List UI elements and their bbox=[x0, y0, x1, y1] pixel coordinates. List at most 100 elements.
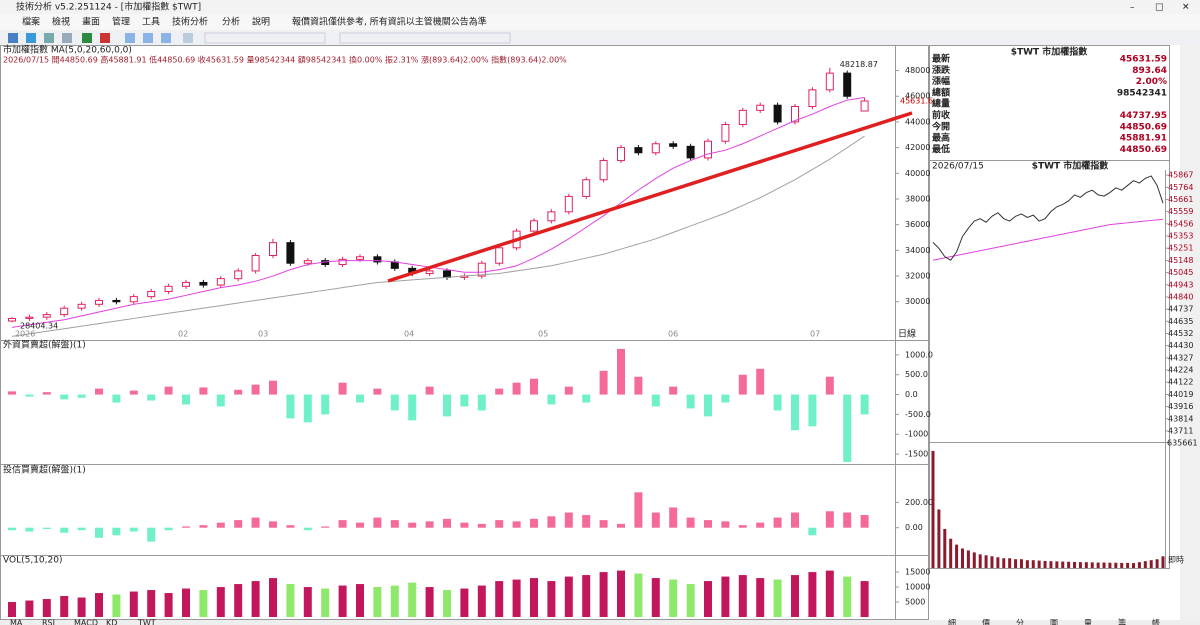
quote-label: 今開 bbox=[931, 120, 950, 132]
menu-item[interactable]: 管理 bbox=[112, 16, 130, 28]
tab[interactable]: KD bbox=[106, 619, 117, 625]
tool[interactable] bbox=[8, 33, 18, 43]
candle-body bbox=[129, 296, 138, 303]
bar bbox=[773, 517, 782, 528]
draw-tools[interactable] bbox=[204, 32, 326, 44]
bar bbox=[825, 376, 834, 395]
volume-bar bbox=[234, 584, 243, 617]
maximize[interactable]: □ bbox=[1155, 3, 1164, 13]
title-bar bbox=[0, 0, 1200, 14]
volume-bar bbox=[721, 576, 730, 617]
right-tab[interactable]: 圖 bbox=[1050, 619, 1058, 625]
tool[interactable] bbox=[44, 33, 54, 43]
candle-body bbox=[634, 147, 643, 154]
volume-bar bbox=[338, 585, 347, 617]
intraday-volume-bar bbox=[1137, 562, 1141, 568]
tab[interactable]: MA bbox=[10, 619, 23, 625]
candle-body bbox=[338, 258, 347, 265]
tool[interactable] bbox=[26, 33, 36, 43]
quote-label: 最高 bbox=[932, 132, 950, 144]
bar bbox=[860, 394, 869, 415]
tool[interactable] bbox=[125, 33, 135, 43]
menu-item[interactable]: 工具 bbox=[142, 17, 160, 28]
bar bbox=[251, 384, 260, 395]
volume-bar bbox=[112, 594, 121, 617]
intraday-volume-bar bbox=[960, 548, 964, 568]
intraday-volume-bar bbox=[1037, 560, 1041, 568]
bar bbox=[704, 520, 712, 528]
volume-bar bbox=[129, 591, 138, 617]
volume-bar bbox=[390, 585, 399, 617]
tool[interactable] bbox=[82, 33, 92, 43]
candle-body bbox=[825, 72, 834, 91]
menu-item[interactable]: 檔案 bbox=[22, 16, 40, 28]
right-tab[interactable]: 細 bbox=[948, 618, 956, 625]
tool[interactable] bbox=[62, 33, 72, 43]
y-tick-label: 46000 bbox=[905, 92, 930, 101]
y-tick-label: 40000 bbox=[905, 169, 930, 178]
menu-item[interactable]: 分析 bbox=[222, 16, 240, 28]
bar bbox=[651, 394, 660, 407]
tab[interactable]: MACD bbox=[74, 619, 98, 625]
bar bbox=[599, 520, 608, 528]
bar bbox=[373, 517, 382, 528]
intraday-volume-bar bbox=[1090, 562, 1094, 568]
bar bbox=[269, 380, 277, 395]
volume-bar bbox=[8, 602, 16, 617]
bar bbox=[547, 394, 556, 405]
candle-body bbox=[182, 281, 190, 287]
menu-item[interactable]: 畫面 bbox=[82, 16, 100, 28]
candle-body bbox=[251, 255, 260, 272]
shape-tools[interactable] bbox=[339, 32, 511, 44]
candle-body bbox=[599, 159, 608, 181]
bar bbox=[791, 394, 799, 431]
y-tick-label: -500.0 bbox=[905, 410, 931, 419]
scrollbar[interactable] bbox=[1180, 45, 1200, 620]
minimize[interactable]: – bbox=[1130, 3, 1135, 13]
volume-bar bbox=[408, 582, 417, 617]
quote-label: 最低 bbox=[932, 143, 950, 155]
candle-body bbox=[721, 123, 730, 142]
tool[interactable] bbox=[100, 33, 110, 43]
menu-item[interactable]: 技術分析 bbox=[172, 16, 208, 28]
trend-line bbox=[387, 111, 913, 283]
tab[interactable]: RSI bbox=[42, 619, 55, 625]
bar bbox=[321, 394, 330, 415]
candle-body bbox=[60, 307, 69, 316]
right-tab[interactable]: 帳 bbox=[1152, 618, 1160, 625]
close[interactable]: ✕ bbox=[1182, 3, 1190, 13]
quote-label: 最新 bbox=[932, 53, 950, 65]
intraday-volume-bar bbox=[1025, 560, 1029, 568]
volume-bar bbox=[269, 578, 277, 617]
tool[interactable] bbox=[161, 33, 171, 43]
y-tick-label: 15000 bbox=[905, 568, 930, 577]
tool[interactable] bbox=[183, 33, 193, 43]
bar bbox=[216, 394, 225, 407]
y-tick-label: 44000 bbox=[905, 117, 930, 126]
bar bbox=[443, 518, 451, 528]
notice: 報價資訊僅供參考, 所有資訊以主管機關公告為準 bbox=[292, 16, 487, 28]
tool[interactable] bbox=[143, 33, 153, 43]
right-tab[interactable]: 籌 bbox=[1118, 618, 1126, 625]
intraday-tick-label: 45045 bbox=[1168, 268, 1193, 277]
intraday-volume-bar bbox=[1161, 556, 1165, 568]
menu-item[interactable]: 檢視 bbox=[52, 16, 70, 28]
candle-body bbox=[669, 143, 678, 147]
intraday-volume-bar bbox=[1061, 561, 1065, 568]
right-tab[interactable]: 價 bbox=[982, 619, 990, 625]
bar bbox=[216, 522, 225, 528]
volume-bar bbox=[756, 578, 765, 617]
menu-item[interactable]: 說明 bbox=[252, 16, 270, 28]
candle-body bbox=[425, 270, 434, 274]
tab[interactable]: TWT bbox=[137, 619, 156, 625]
x-tick-label: 05 bbox=[538, 330, 548, 339]
right-tab[interactable]: 分 bbox=[1016, 619, 1024, 625]
bar bbox=[530, 518, 538, 528]
bar bbox=[564, 512, 573, 528]
right-tab[interactable]: 量 bbox=[1084, 619, 1092, 625]
intraday-time: 即時 bbox=[1168, 556, 1184, 565]
candle-body bbox=[216, 278, 225, 286]
intraday-volume-bar bbox=[931, 450, 935, 568]
bar bbox=[338, 520, 347, 528]
bar bbox=[547, 516, 556, 528]
